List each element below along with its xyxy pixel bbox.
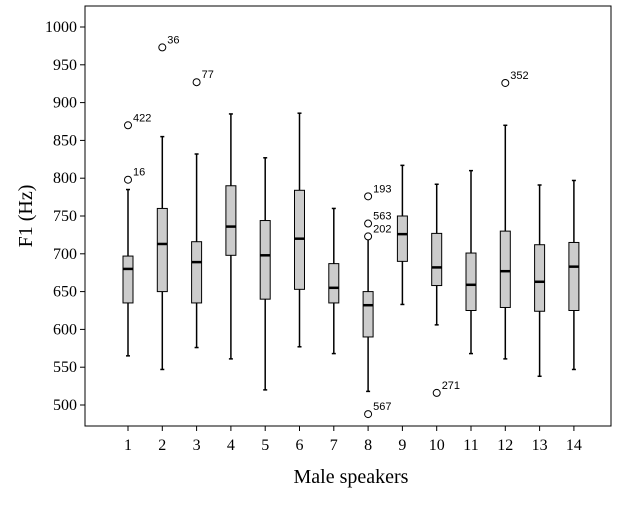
y-tick-label: 900	[53, 95, 77, 112]
iqr-box	[362, 291, 374, 338]
x-axis: 1 2 3 4 5 6 7 8 9 10 11 12 13 14	[124, 426, 582, 454]
x-tick-label: 3	[193, 437, 201, 454]
x-tick-label: 5	[261, 437, 269, 454]
y-tick-label: 700	[53, 246, 77, 263]
x-tick-label: 9	[398, 437, 406, 454]
iqr-box	[431, 232, 443, 287]
box-14	[568, 179, 580, 371]
box-13	[534, 184, 546, 378]
box-6	[294, 112, 305, 348]
outlier-label: 271	[442, 380, 460, 392]
y-tick-label: 600	[53, 321, 77, 338]
x-tick-label: 10	[429, 437, 445, 454]
iqr-box	[396, 215, 408, 262]
box-1: 422 16	[122, 112, 151, 357]
x-tick-label: 13	[532, 437, 548, 454]
iqr-box	[465, 252, 477, 312]
outlier-label: 202	[373, 223, 391, 235]
y-axis: 500 550 600 650 700 750 800 850 900 950 1000	[45, 19, 85, 414]
box-5	[259, 157, 271, 391]
x-tick-label: 14	[566, 437, 582, 454]
outlier-label: 563	[373, 211, 391, 223]
outlier-label: 352	[510, 70, 528, 82]
box-11	[465, 169, 477, 355]
y-tick-label: 750	[53, 208, 77, 225]
iqr-box	[328, 263, 340, 304]
iqr-box	[568, 241, 580, 312]
x-tick-label: 2	[158, 437, 166, 454]
outlier-point	[192, 78, 201, 87]
y-tick-label: 850	[53, 132, 77, 149]
x-tick-label: 11	[463, 437, 478, 454]
box-9	[396, 164, 408, 306]
iqr-box	[259, 220, 271, 300]
x-tick-label: 6	[296, 437, 304, 454]
outlier-point	[364, 410, 373, 419]
box-3: 77	[191, 69, 214, 349]
outlier-point	[364, 192, 373, 201]
y-tick-label: 1000	[45, 19, 77, 36]
outlier-label: 193	[373, 183, 391, 195]
y-tick-label: 950	[53, 57, 77, 74]
outlier-point	[124, 175, 132, 184]
x-axis-title: Male speakers	[294, 466, 409, 488]
iqr-box	[225, 185, 237, 256]
x-tick-label: 8	[364, 437, 372, 454]
iqr-box	[534, 244, 546, 312]
outlier-point	[124, 121, 132, 130]
box-12: 352	[499, 70, 529, 360]
x-tick-label: 7	[330, 437, 338, 454]
iqr-box	[191, 241, 203, 304]
y-tick-label: 650	[53, 284, 77, 301]
iqr-box	[156, 207, 168, 293]
box-4	[225, 113, 237, 360]
outlier-point	[501, 78, 510, 87]
box-2: 36	[156, 34, 180, 371]
x-tick-label: 1	[124, 437, 132, 454]
iqr-box	[122, 255, 134, 304]
outlier-label: 36	[167, 34, 179, 46]
box-10: 271	[431, 183, 460, 397]
y-tick-label: 550	[53, 359, 77, 376]
y-axis-title: F1 (Hz)	[15, 185, 37, 248]
outlier-label: 422	[133, 112, 151, 124]
y-tick-label: 800	[53, 170, 77, 187]
x-tick-label: 12	[497, 437, 513, 454]
x-tick-label: 4	[227, 437, 235, 454]
box-7	[328, 207, 340, 355]
outlier-point	[364, 219, 373, 228]
y-tick-label: 500	[53, 397, 77, 414]
outlier-point	[432, 388, 441, 397]
iqr-box	[499, 230, 511, 308]
outlier-label: 567	[373, 401, 391, 413]
outlier-point	[364, 232, 373, 241]
outlier-point	[158, 43, 167, 52]
outlier-label: 16	[133, 167, 145, 179]
outlier-label: 77	[202, 69, 214, 81]
